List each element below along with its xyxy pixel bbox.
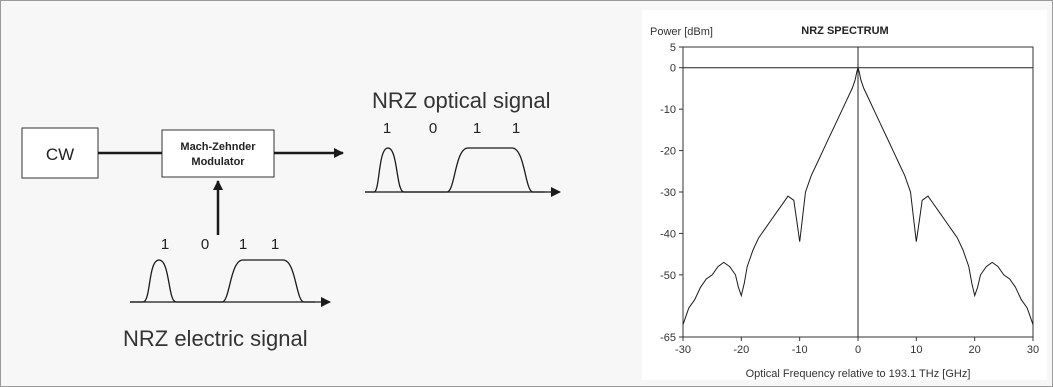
electric-bit-1: 1 (161, 236, 169, 253)
optical-signal-title: NRZ optical signal (372, 88, 551, 113)
chart-xlabel: Optical Frequency relative to 193.1 THz … (746, 368, 971, 380)
x-tick-label: -10 (792, 344, 808, 356)
mach-zehnder-modulator-box (161, 129, 275, 178)
y-tick-label: -65 (660, 332, 676, 344)
electric-bit-2: 0 (201, 236, 209, 253)
x-tick-label: 10 (910, 344, 922, 356)
x-tick-label: 20 (969, 344, 981, 356)
y-tick-label: 0 (670, 63, 676, 75)
chart-title: NRZ SPECTRUM (801, 25, 888, 37)
optical-bit-1: 1 (383, 120, 391, 137)
y-tick-label: -50 (660, 270, 676, 282)
nrz-block-diagram: CW Mach-Zehnder Modulator NRZ optical si… (21, 88, 561, 351)
electric-bit-3: 1 (239, 236, 247, 253)
modulator-label-line1: Mach-Zehnder (180, 141, 256, 153)
cw-label: CW (46, 145, 74, 164)
electric-bit-4: 1 (271, 236, 279, 253)
chart-ylabel: Power [dBm] (650, 26, 713, 38)
y-tick-label: -10 (660, 104, 676, 116)
y-tick-label: -20 (660, 146, 676, 158)
optical-bit-4: 1 (512, 120, 520, 137)
y-tick-label: -30 (660, 187, 676, 199)
x-tick-label: 30 (1027, 344, 1039, 356)
modulator-label-line2: Modulator (191, 156, 245, 168)
x-tick-label: 0 (855, 344, 861, 356)
y-tick-label: -40 (660, 228, 676, 240)
x-tick-label: -30 (675, 344, 691, 356)
electric-signal-title: NRZ electric signal (123, 326, 308, 351)
x-tick-label: -20 (733, 344, 749, 356)
spectrum-line (682, 65, 1034, 325)
cw-source-box (21, 127, 99, 179)
optical-bit-3: 1 (473, 120, 481, 137)
y-tick-label: 5 (670, 42, 676, 54)
optical-bit-2: 0 (429, 120, 437, 137)
